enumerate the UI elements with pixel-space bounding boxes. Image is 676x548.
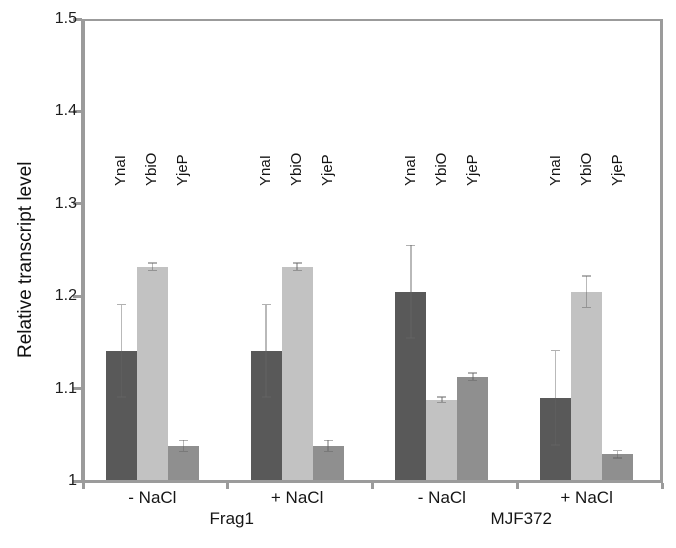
bar-ybio-group3 (426, 399, 458, 480)
bar-ybio-group1 (136, 266, 168, 480)
series-label-ynai-group4: YnaI (546, 155, 564, 186)
error-bar-ynai-group2 (265, 304, 267, 397)
error-bar-ybio-group2 (296, 262, 298, 271)
x-axis-tick (660, 483, 664, 489)
y-axis-tick (73, 109, 82, 113)
error-bar-cap-bottom (147, 269, 157, 272)
error-bar-cap-bottom (437, 401, 447, 404)
x-axis-tick (226, 483, 230, 489)
error-bar-ynai-group3 (410, 245, 412, 338)
error-bar-cap-bottom (323, 450, 333, 453)
bar-ynai-group2 (250, 350, 282, 480)
y-tick-label: 1.1 (54, 379, 77, 397)
y-tick-label: 1.5 (54, 10, 77, 27)
series-label-ynai-group3: YnaI (401, 155, 419, 186)
bar-ynai-group1 (105, 350, 137, 480)
error-bar-ybio-group3 (441, 396, 443, 403)
bar-ynai-group3 (395, 291, 427, 480)
error-bar-cap-top (292, 262, 302, 264)
error-bar-yjep-group4 (616, 450, 619, 458)
series-label-ynai-group1: YnaI (112, 155, 130, 186)
x-label-condition-group4: + NaCl (560, 488, 613, 507)
error-bar-cap-top (261, 303, 271, 306)
x-label-condition-group3: - NaCl (417, 488, 466, 507)
error-bar-cap-bottom (178, 450, 188, 453)
error-bar-cap-top (323, 439, 333, 442)
error-bar-cap-top (613, 449, 623, 452)
bar-ybio-group2 (281, 266, 313, 480)
error-bar-cap-bottom (406, 337, 416, 339)
error-bar-cap-top (551, 349, 561, 352)
series-label-ybio-group3: YbiO (432, 152, 450, 186)
bar-yjep-group3 (457, 376, 489, 480)
y-tick-label: 1.3 (54, 194, 77, 212)
series-label-yjep-group2: YjeP (319, 154, 337, 186)
x-label-condition-group1: - NaCl (128, 488, 177, 507)
series-label-ynai-group2: YnaI (257, 155, 275, 186)
error-bar-ynai-group4 (554, 350, 557, 445)
x-axis-tick (515, 483, 519, 489)
series-label-yjep-group1: YjeP (174, 154, 192, 186)
error-bar-cap-bottom (551, 444, 561, 446)
error-bar-cap-top (468, 372, 478, 374)
series-label-ybio-group4: YbiO (577, 152, 595, 186)
series-label-ybio-group2: YbiO (288, 152, 306, 186)
error-bar-cap-bottom (292, 269, 302, 272)
bar-ynai-group4 (540, 397, 572, 480)
y-tick-label: 1.4 (54, 102, 77, 120)
y-axis-tick (73, 479, 82, 483)
error-bar-cap-top (147, 262, 157, 264)
error-bar-cap-bottom (261, 396, 271, 398)
error-bar-cap-bottom (468, 379, 478, 382)
error-bar-ynai-group1 (120, 304, 123, 397)
error-bar-ybio-group1 (151, 262, 154, 271)
y-axis-tick (73, 202, 82, 206)
error-bar-cap-top (406, 244, 416, 247)
error-bar-cap-top (178, 439, 188, 442)
y-axis-title: Relative transcript level (15, 161, 36, 359)
y-axis-tick (73, 387, 82, 391)
x-axis-tick (81, 483, 85, 489)
y-tick-label: 1 (68, 472, 77, 489)
series-label-ybio-group1: YbiO (143, 152, 161, 186)
x-axis-tick (371, 483, 374, 489)
series-label-yjep-group3: YjeP (463, 154, 481, 186)
bar-ybio-group4 (571, 291, 603, 480)
error-bar-cap-top (437, 396, 447, 398)
error-bar-ybio-group4 (585, 275, 588, 308)
y-axis-tick (73, 294, 82, 298)
x-label-strain-mjf372: MJF372 (490, 509, 552, 528)
error-bar-cap-top (116, 303, 126, 306)
series-label-yjep-group4: YjeP (608, 154, 626, 186)
y-axis-tick (73, 17, 82, 21)
error-bar-cap-bottom (582, 306, 592, 309)
x-label-condition-group2: + NaCl (270, 488, 324, 507)
error-bar-cap-top (582, 275, 592, 277)
error-bar-cap-bottom (116, 396, 126, 398)
error-bar-cap-bottom (613, 457, 623, 459)
error-bar-yjep-group2 (327, 440, 329, 452)
x-label-strain-frag1: Frag1 (209, 509, 254, 528)
y-tick-label: 1.2 (54, 287, 77, 305)
error-bar-yjep-group3 (472, 372, 474, 381)
error-bar-yjep-group1 (182, 440, 185, 452)
plot-area-frame (81, 19, 663, 483)
